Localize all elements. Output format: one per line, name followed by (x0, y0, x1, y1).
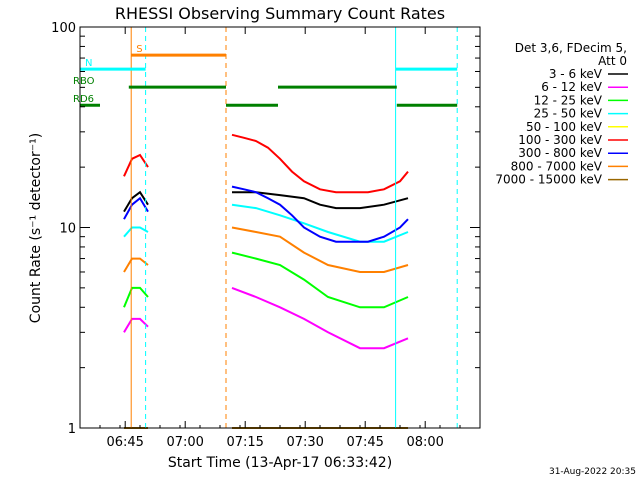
series-line-300-800-kev-1 (231, 185, 409, 243)
series-line-6-12-kev-0 (123, 317, 149, 333)
series-line-100-300-kev-0 (123, 153, 149, 177)
legend-entry-50-100-kev: 50 - 100 keV (526, 120, 603, 134)
legend-entry-800-7000-kev: 800 - 7000 keV (511, 159, 603, 173)
chart-title: RHESSI Observing Summary Count Rates (115, 4, 445, 23)
y-tick-label-0: 1 (68, 422, 76, 437)
series-300-800-kev (123, 185, 409, 243)
x-axis: 06:45 07:00 07:15 07:30 07:45 08:00 (79, 27, 481, 450)
footer-timestamp: 31-Aug-2022 20:35 (549, 467, 636, 477)
legend-entry-3-6-kev: 3 - 6 keV (549, 67, 603, 81)
x-tick-label-1: 07:00 (166, 435, 203, 450)
legend-entry-7000-15000-kev: 7000 - 15000 keV (495, 173, 602, 187)
legend-entry-300-800-kev: 300 - 800 keV (518, 146, 602, 160)
x-axis-label: Start Time (13-Apr-17 06:33:42) (168, 455, 392, 471)
plot-layer (123, 133, 409, 429)
legend-header-line-2: Att 0 (598, 54, 627, 68)
x-tick-label-5: 08:00 (406, 435, 443, 450)
annotation-label-rbo: RBO (73, 76, 95, 87)
x-tick-label-4: 07:45 (346, 435, 383, 450)
series-800-7000-kev (123, 226, 409, 273)
series-line-25-50-kev-0 (123, 226, 149, 238)
y-axis-label: Count Rate (s⁻¹ detector⁻¹) (28, 133, 44, 323)
legend-entry-100-300-kev: 100 - 300 keV (518, 133, 602, 147)
y-tick-label-2: 100 (51, 21, 76, 36)
series-3-6-kev (123, 190, 409, 213)
y-tick-label-1: 10 (59, 222, 76, 237)
legend-header-line-1: Det 3,6, FDecim 5, (515, 41, 627, 55)
legend-entry-25-50-kev: 25 - 50 keV (534, 107, 603, 121)
annotation-label-s: S (136, 44, 142, 55)
series-6-12-kev (123, 286, 409, 350)
series-line-3-6-kev-1 (232, 191, 409, 210)
series-25-50-kev (123, 203, 409, 243)
y-axis: 1 10 100 (51, 21, 480, 437)
series-line-12-25-kev-0 (123, 286, 149, 308)
series-line-25-50-kev-1 (231, 203, 409, 243)
x-tick-label-3: 07:30 (286, 435, 323, 450)
x-tick-label-0: 06:45 (106, 435, 143, 450)
series-line-800-7000-kev-1 (231, 226, 409, 273)
series-line-3-6-kev-0 (123, 190, 149, 213)
series-line-100-300-kev-1 (231, 133, 409, 194)
series-12-25-kev (123, 251, 409, 309)
legend-entry-12-25-kev: 12 - 25 keV (534, 93, 603, 107)
series-line-6-12-kev-1 (231, 286, 409, 350)
annotation-label-rd6: RD6 (73, 94, 94, 105)
series-line-300-800-kev-0 (123, 196, 149, 220)
series-line-12-25-kev-1 (231, 251, 409, 309)
series-line-800-7000-kev-0 (123, 257, 149, 273)
series-100-300-kev (123, 133, 409, 194)
annotation-label-n: N (85, 58, 92, 69)
x-tick-label-2: 07:15 (226, 435, 263, 450)
legend-entry-6-12-kev: 6 - 12 keV (541, 80, 603, 94)
